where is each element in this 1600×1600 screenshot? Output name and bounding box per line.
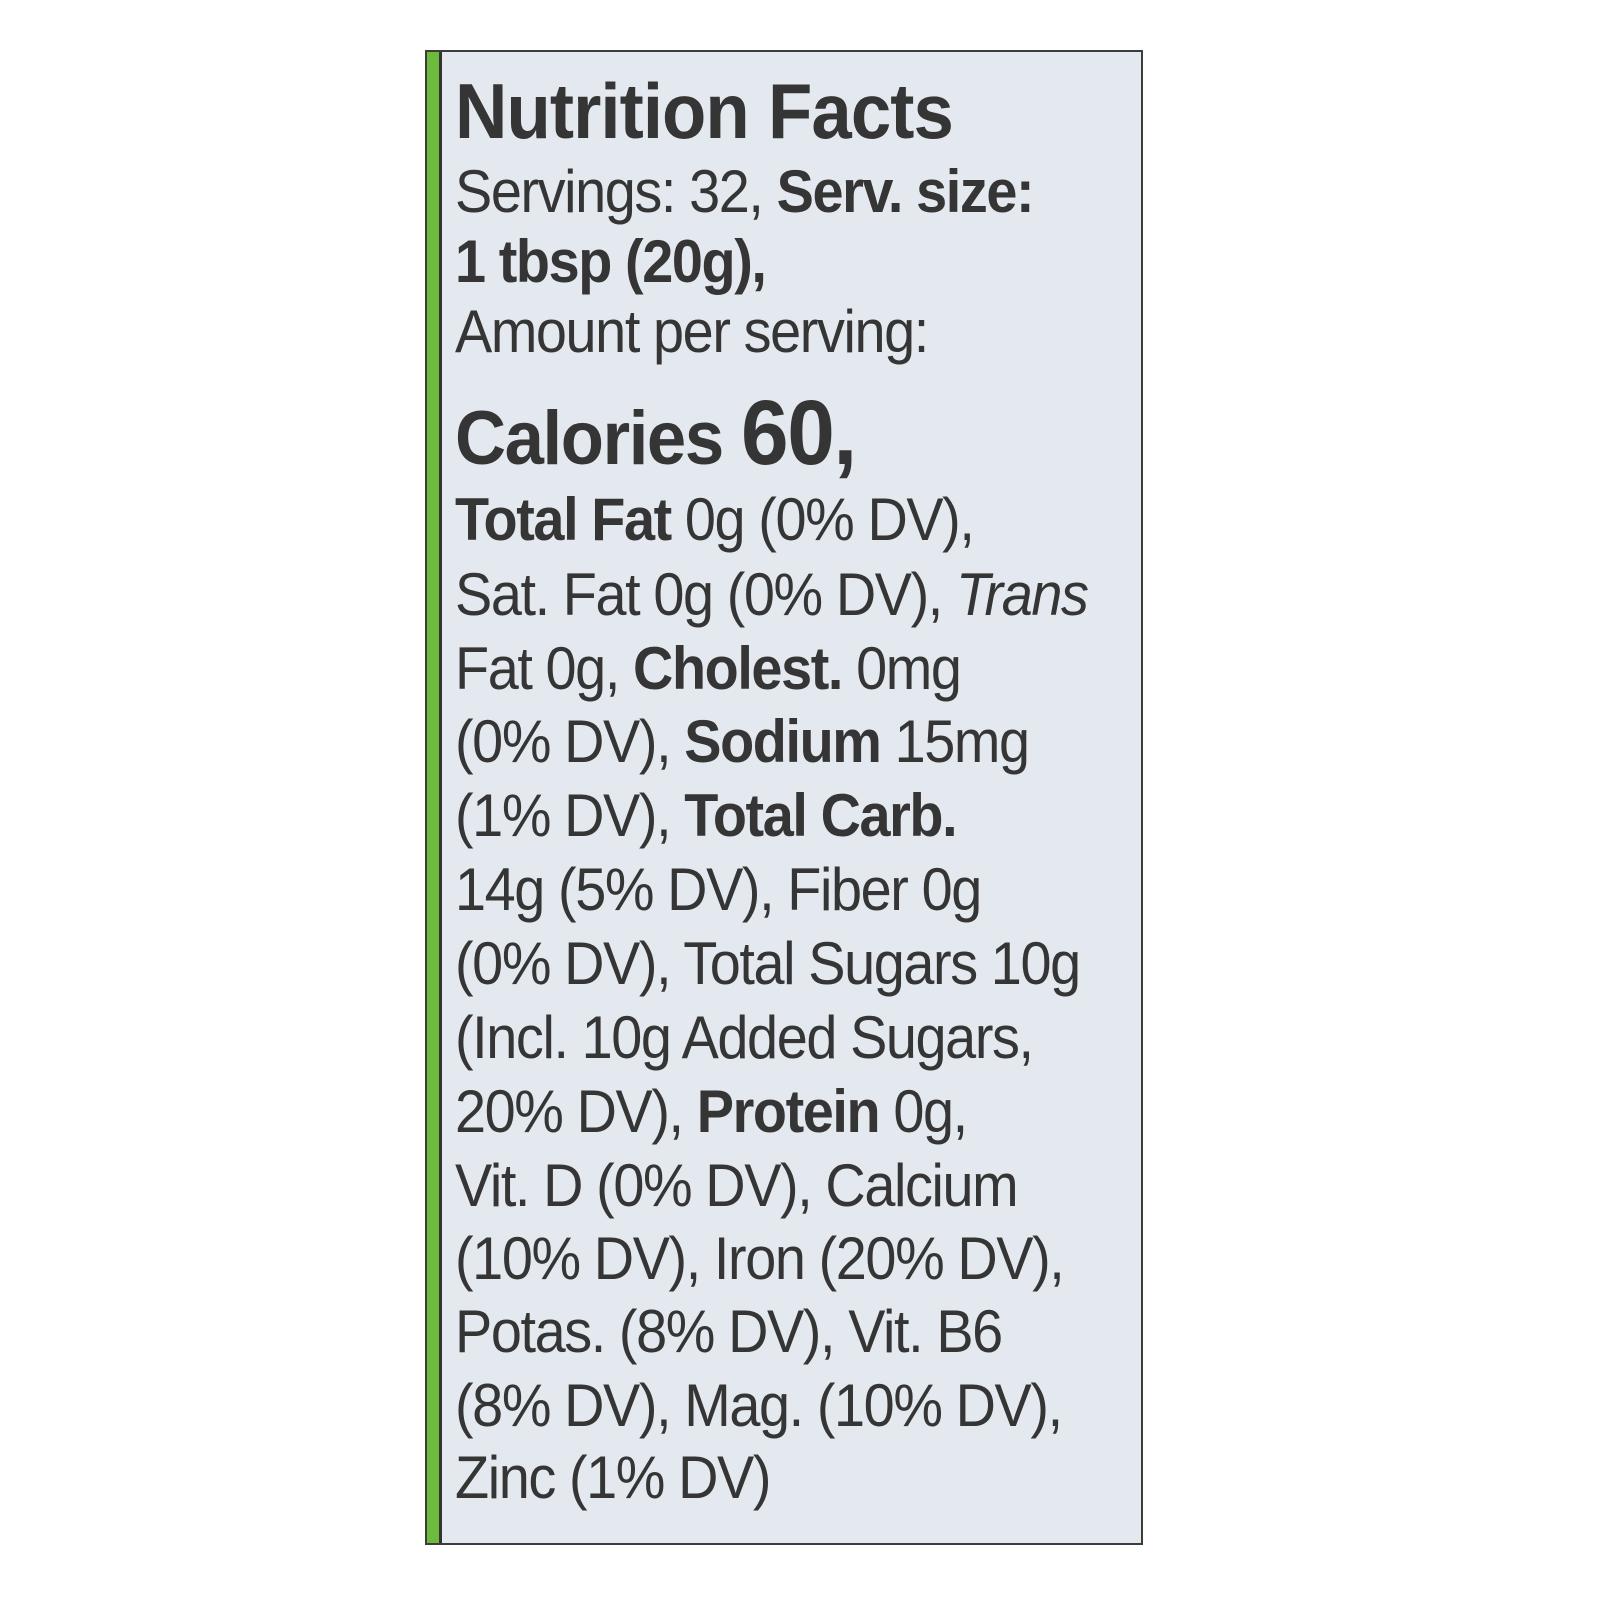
carb-line: (1% DV), Total Carb. xyxy=(455,786,958,846)
protein-value: 0g, xyxy=(879,1078,968,1145)
serv-size-value: 1 tbsp (20g), xyxy=(455,228,767,295)
serv-size-label: Serv. size: xyxy=(776,158,1035,225)
protein-label: Protein xyxy=(696,1078,881,1145)
total-fat-value: 0g (0% DV), xyxy=(670,486,975,553)
added-sugars-line: (Incl. 10g Added Sugars, xyxy=(455,1004,1034,1071)
added-sugars-dv: 20% DV), xyxy=(455,1078,697,1145)
calories-label: Calories xyxy=(455,396,742,481)
cholesterol-line: Fat 0g, Cholest. 0mg xyxy=(455,639,962,699)
title: Nutrition Facts xyxy=(455,67,954,155)
sodium-label: Sodium xyxy=(684,708,882,775)
green-side-strip xyxy=(427,52,442,1543)
sat-fat-text: Sat. Fat 0g (0% DV), xyxy=(455,561,957,628)
vitamin-d-line: Vit. D (0% DV), Calcium xyxy=(455,1152,1019,1219)
sugars-line: (0% DV), Total Sugars 10g xyxy=(455,930,1081,997)
fiber-line: 14g (5% DV), Fiber 0g xyxy=(455,856,982,923)
protein-line: 20% DV), Protein 0g, xyxy=(455,1082,968,1142)
servings-line: Servings: 32, Serv. size: xyxy=(455,162,1035,222)
sodium-value: 15mg xyxy=(880,708,1030,775)
sat-fat-line: Sat. Fat 0g (0% DV), Trans xyxy=(455,565,1089,625)
trans-fat-value: Fat 0g, xyxy=(455,635,634,702)
iron-line: (10% DV), Iron (20% DV), xyxy=(455,1225,1065,1292)
total-carb-label: Total Carb. xyxy=(684,782,957,849)
sodium-dv: (1% DV), xyxy=(455,782,685,849)
cholesterol-label: Cholest. xyxy=(633,635,843,702)
total-fat-label: Total Fat xyxy=(455,486,672,553)
cholesterol-value: 0mg xyxy=(842,635,962,702)
calories-value: 60, xyxy=(741,382,857,484)
cholesterol-dv: (0% DV), xyxy=(455,708,685,775)
zinc-line: Zinc (1% DV) xyxy=(455,1444,771,1511)
potassium-line: Potas. (8% DV), Vit. B6 xyxy=(455,1298,1003,1365)
trans-label: Trans xyxy=(956,561,1089,628)
amount-per-serving: Amount per serving: xyxy=(455,298,929,365)
servings: Servings: 32, xyxy=(455,158,777,225)
magnesium-line: (8% DV), Mag. (10% DV), xyxy=(455,1372,1063,1439)
total-fat-line: Total Fat 0g (0% DV), xyxy=(455,490,975,550)
calories-line: Calories 60, xyxy=(455,387,857,481)
sodium-line: (0% DV), Sodium 15mg xyxy=(455,712,1030,772)
nutrition-label: Nutrition Facts Servings: 32, Serv. size… xyxy=(425,50,1143,1545)
